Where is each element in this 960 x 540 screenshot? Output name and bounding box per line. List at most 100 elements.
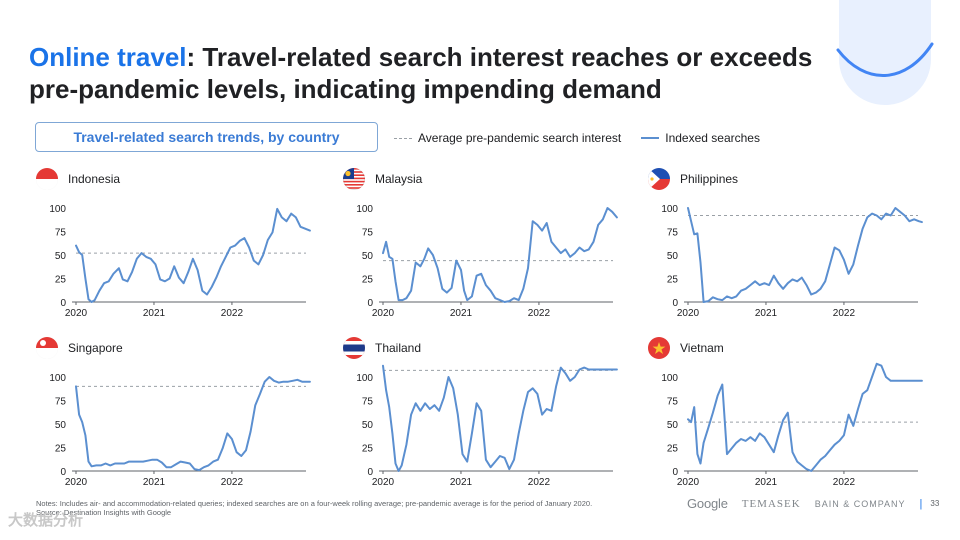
y-tick-label: 50	[55, 420, 67, 431]
line-chart: 0 25 50 75 100 2020 2021 2022	[49, 373, 311, 488]
y-tick-label: 0	[367, 467, 373, 478]
legend-dash-swatch	[394, 137, 412, 139]
y-tick-label: 100	[49, 204, 66, 215]
y-tick-label: 25	[667, 275, 679, 286]
flag-icon-malaysia	[343, 168, 365, 190]
chart-panel-malaysia: Malaysia 0 25 50 75 100 2020 2021 2022	[343, 168, 643, 338]
y-tick-label: 100	[356, 204, 373, 215]
country-label: Philippines	[680, 172, 739, 186]
y-tick-label: 100	[661, 373, 678, 384]
x-tick-label: 2022	[528, 477, 551, 488]
x-tick-label: 2021	[755, 477, 778, 488]
country-label: Thailand	[375, 341, 422, 355]
x-tick-label: 2022	[221, 477, 244, 488]
bain-logo: BAIN & COMPANY	[814, 498, 906, 509]
x-tick-label: 2020	[677, 308, 700, 319]
x-tick-label: 2020	[65, 308, 88, 319]
page-number: 33	[930, 499, 940, 508]
series-line-indexed	[382, 207, 618, 303]
legend-indexed: Indexed searches	[641, 131, 760, 145]
x-tick-label: 2020	[677, 477, 700, 488]
x-tick-label: 2021	[143, 308, 166, 319]
chart-panel-singapore: Singapore 0 25 50 75 100 2020 2021 2022	[36, 337, 336, 507]
y-tick-label: 0	[367, 298, 373, 309]
legend-average: Average pre-pandemic search interest	[394, 131, 621, 145]
partner-logos: Google TEMASEK BAIN & COMPANY | 33	[687, 496, 953, 511]
y-tick-label: 25	[667, 444, 679, 455]
y-tick-label: 100	[356, 373, 373, 384]
flag-icon-indonesia	[36, 168, 58, 190]
x-tick-label: 2020	[65, 477, 88, 488]
x-tick-label: 2021	[143, 477, 166, 488]
country-label: Vietnam	[680, 341, 724, 355]
x-tick-label: 2021	[755, 308, 778, 319]
x-tick-label: 2022	[528, 308, 551, 319]
y-tick-label: 75	[55, 228, 67, 239]
chart-panel-indonesia: Indonesia 0 25 50 75 100 2020 2021 2022	[36, 168, 336, 338]
flag-icon-thailand	[343, 337, 365, 359]
series-line-indexed	[75, 207, 311, 303]
y-tick-label: 25	[362, 444, 374, 455]
line-chart: 0 25 50 75 100 2020 2021 2022	[661, 362, 923, 488]
x-tick-label: 2020	[372, 477, 395, 488]
line-chart: 0 25 50 75 100 2020 2021 2022	[661, 204, 923, 319]
title-accent: Online travel	[29, 42, 187, 72]
chart-subtitle: Travel-related search trends, by country	[35, 122, 378, 152]
y-tick-label: 0	[672, 298, 678, 309]
line-chart: 0 25 50 75 100 2020 2021 2022	[49, 204, 311, 319]
legend-indexed-label: Indexed searches	[665, 131, 760, 145]
google-logo: Google	[687, 496, 728, 511]
x-tick-label: 2020	[372, 308, 395, 319]
watermark: 大数据分析	[8, 512, 84, 529]
title-rest: : Travel-related search interest reaches…	[29, 42, 813, 104]
x-tick-label: 2022	[833, 308, 856, 319]
y-tick-label: 75	[667, 397, 679, 408]
y-tick-label: 0	[672, 467, 678, 478]
legend-average-label: Average pre-pandemic search interest	[418, 131, 622, 145]
country-label: Singapore	[68, 341, 123, 355]
flag-icon-singapore	[36, 337, 58, 359]
series-line-indexed	[687, 207, 923, 303]
y-tick-label: 50	[667, 251, 679, 262]
decorative-band	[839, 0, 931, 105]
flag-icon-philippines	[648, 168, 670, 190]
y-tick-label: 75	[55, 397, 67, 408]
y-tick-label: 0	[60, 467, 66, 478]
line-chart: 0 25 50 75 100 2020 2021 2022	[356, 364, 618, 488]
y-tick-label: 50	[55, 251, 67, 262]
y-tick-label: 25	[55, 275, 67, 286]
page-separator: |	[919, 497, 923, 510]
country-label: Indonesia	[68, 172, 121, 186]
flag-icon-vietnam	[648, 337, 670, 359]
footnotes: Notes: Includes air- and accommodation-r…	[36, 499, 676, 517]
page-title: Online travel: Travel-related search int…	[29, 41, 829, 105]
chart-panel-thailand: Thailand 0 25 50 75 100 2020 2021 2022	[343, 337, 643, 507]
legend: Average pre-pandemic search interest Ind…	[394, 129, 780, 147]
y-tick-label: 100	[49, 373, 66, 384]
y-tick-label: 50	[667, 420, 679, 431]
x-tick-label: 2022	[833, 477, 856, 488]
series-line-indexed	[687, 362, 923, 472]
footnote-notes: Notes: Includes air- and accommodation-r…	[36, 499, 593, 508]
y-tick-label: 50	[362, 420, 374, 431]
footnote-source: Source: Destination Insights with Google	[36, 508, 172, 517]
legend-line-swatch	[641, 137, 660, 139]
decorative-wave	[836, 42, 934, 77]
y-tick-label: 100	[661, 204, 678, 215]
y-tick-label: 50	[362, 251, 374, 262]
x-tick-label: 2022	[221, 308, 244, 319]
line-chart: 0 25 50 75 100 2020 2021 2022	[356, 204, 618, 319]
y-tick-label: 25	[55, 444, 67, 455]
series-line-indexed	[75, 376, 311, 472]
y-tick-label: 75	[667, 228, 679, 239]
y-tick-label: 75	[362, 397, 374, 408]
country-label: Malaysia	[375, 172, 423, 186]
chart-subtitle-text: Travel-related search trends, by country	[73, 129, 340, 145]
x-tick-label: 2021	[450, 477, 473, 488]
series-line-indexed	[382, 364, 618, 472]
x-tick-label: 2021	[450, 308, 473, 319]
y-tick-label: 0	[60, 298, 66, 309]
temasek-logo: TEMASEK	[741, 497, 801, 510]
y-tick-label: 25	[362, 275, 374, 286]
chart-panel-vietnam: Vietnam 0 25 50 75 100 2020 2021 2022	[648, 337, 948, 507]
